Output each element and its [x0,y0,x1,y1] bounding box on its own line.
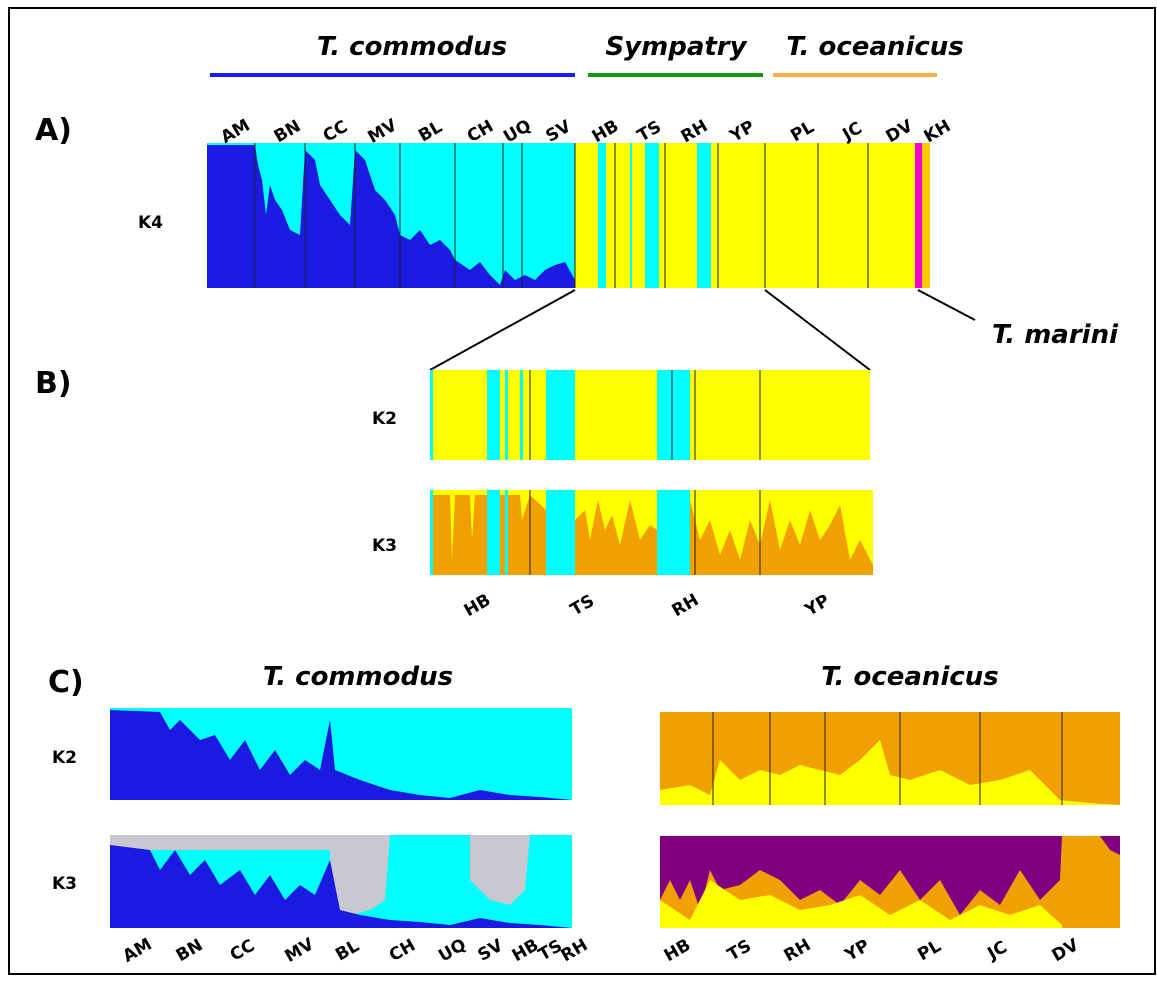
structure-plot [660,712,1120,805]
population-label: DV [883,116,917,147]
population-label: RH [669,590,703,621]
population-label: HB [589,116,623,147]
panel-title: T. oceanicus [821,662,999,692]
population-label: TS [724,936,755,965]
population-label: RH [558,935,592,966]
population-label: RH [781,935,815,966]
population-label: UQ [500,116,534,147]
population-label: SV [474,935,507,965]
pointer-line [917,289,976,321]
group-title: T. commodus [317,32,507,62]
population-label: TS [567,591,598,620]
population-label: HB [461,590,495,621]
k-label: K2 [372,409,397,429]
structure-plot [430,370,870,460]
population-label: HB [661,935,695,966]
population-label: MV [364,115,401,148]
population-label: CC [227,936,259,966]
population-label: BL [415,117,446,146]
population-label: BN [173,935,207,966]
population-label: JC [983,937,1010,964]
population-label: CC [320,117,352,147]
population-label: KH [921,116,955,147]
zoom-line [429,289,576,371]
population-label: DV [1049,935,1083,966]
k-label: K3 [372,536,397,556]
population-label: AM [217,115,253,147]
population-label: PL [914,936,944,965]
panel-label: C) [48,665,84,700]
k-label: K2 [52,748,77,768]
population-label: YP [841,936,873,966]
population-label: AM [119,934,155,966]
panel-title: T. commodus [263,662,453,692]
k-label: K4 [138,213,163,233]
structure-plot [110,708,572,800]
population-label: MV [281,934,318,967]
structure-plot [660,836,1120,928]
panel-label: A) [35,113,72,148]
structure-plot [110,835,572,928]
k-label: K3 [52,874,77,894]
population-label: BL [332,936,363,965]
population-label: RH [678,116,712,147]
population-label: BN [271,116,305,147]
population-label: TS [634,117,665,146]
frame [8,7,1156,975]
group-title: T. oceanicus [786,32,964,62]
annotation: T. marini [992,320,1119,350]
group-title: Sympatry [605,32,747,62]
structure-plot [207,143,930,288]
zoom-line [764,289,871,371]
population-label: PL [787,117,817,146]
population-label: CH [464,116,497,147]
population-label: YP [726,117,758,147]
population-label: JC [838,118,865,145]
structure-plot [430,490,873,575]
population-label: SV [542,116,575,146]
population-label: UQ [435,935,469,966]
panel-label: B) [35,366,72,401]
population-label: YP [801,591,833,621]
population-label: CH [386,935,419,966]
